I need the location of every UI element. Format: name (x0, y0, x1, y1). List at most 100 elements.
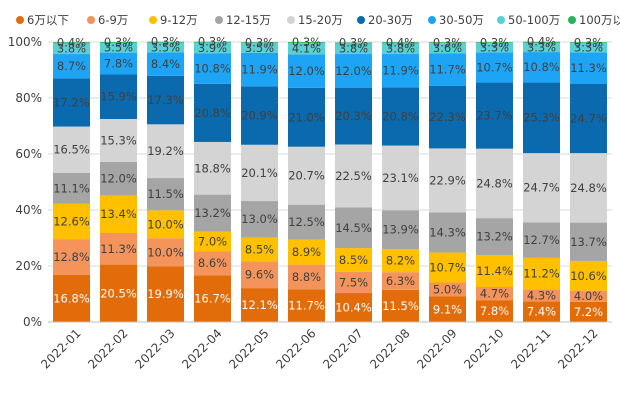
data-label: 3.3% (480, 41, 509, 55)
bar-segment (429, 43, 466, 54)
data-label: 11.9% (241, 63, 278, 77)
bar-segment (523, 289, 560, 302)
legend-marker (428, 16, 436, 24)
data-label: 18.8% (194, 161, 231, 175)
data-label: 20.1% (241, 166, 278, 180)
data-label: 17.2% (53, 95, 90, 109)
legend-label: 20-30万 (368, 13, 413, 27)
data-label: 16.8% (53, 291, 90, 305)
bar-segment (147, 238, 184, 267)
x-tick-label: 2022-12 (555, 326, 600, 371)
bar-segment (335, 248, 372, 272)
bar-segment (288, 264, 325, 290)
data-label: 3.8% (339, 42, 368, 56)
data-label: 10.8% (194, 62, 231, 76)
data-label: 9.1% (433, 302, 462, 316)
legend-marker (357, 16, 365, 24)
data-label: 3.3% (574, 41, 603, 55)
bar-segment (147, 210, 184, 239)
data-label: 11.9% (382, 64, 419, 78)
data-label: 14.5% (335, 221, 372, 235)
bar-segment (194, 42, 231, 54)
data-label: 22.5% (335, 169, 372, 183)
data-label: 25.3% (523, 111, 560, 125)
bar-segment (476, 287, 513, 301)
x-tick-label: 2022-08 (367, 326, 412, 371)
x-tick-label: 2022-03 (132, 326, 177, 371)
bar-segment (429, 53, 466, 86)
legend-label: 6万以下 (27, 13, 69, 27)
data-label: 0.3% (480, 35, 509, 49)
x-tick-label: 2022-11 (508, 326, 553, 371)
data-label: 11.2% (523, 267, 560, 281)
bar-segment (100, 264, 137, 322)
bar-segment (570, 301, 607, 322)
legend-marker (149, 16, 157, 24)
bar-segment (429, 296, 466, 322)
data-label: 24.7% (523, 181, 560, 195)
data-label: 0.4% (386, 35, 415, 49)
bar-segment (147, 41, 184, 43)
x-tick-label: 2022-10 (461, 326, 506, 371)
bar-segment (241, 288, 278, 322)
bar-segment (288, 204, 325, 240)
bar-segment (382, 87, 419, 146)
bar-segment (335, 43, 372, 55)
bar-segment (335, 292, 372, 322)
bar-segment (53, 54, 90, 79)
bar-segment (241, 52, 278, 87)
data-label: 10.0% (147, 245, 184, 259)
data-label: 17.3% (147, 93, 184, 107)
data-label: 20.3% (335, 109, 372, 123)
bar-segment (241, 237, 278, 262)
data-label: 20.5% (100, 286, 137, 300)
data-label: 24.8% (476, 176, 513, 190)
bar-segment (523, 82, 560, 154)
bar-segment (288, 239, 325, 265)
bar-segment (194, 83, 231, 142)
data-label: 23.1% (382, 171, 419, 185)
x-tick-label: 2022-01 (38, 326, 83, 371)
y-axis: 0% 20% 40% 60% 80% 100% (8, 35, 42, 329)
bar-segment (241, 261, 278, 289)
data-label: 5.0% (433, 283, 462, 297)
bar-segment (570, 52, 607, 84)
bar-segment (523, 153, 560, 223)
data-label: 16.5% (53, 143, 90, 157)
bar-segment (382, 42, 419, 44)
bar-segment (476, 255, 513, 287)
data-label: 12.7% (523, 233, 560, 247)
data-label: 12.0% (288, 64, 325, 78)
data-label: 10.7% (476, 60, 513, 74)
bar-segment (100, 52, 137, 75)
bar-segment (570, 43, 607, 53)
bar-segment (53, 172, 90, 204)
bar-segment (53, 126, 90, 173)
data-label: 22.9% (429, 173, 466, 187)
data-label: 13.2% (476, 230, 513, 244)
data-label: 11.7% (288, 299, 325, 313)
bar-segment (382, 210, 419, 250)
bar-segment (288, 42, 325, 43)
y-tick-label: 60% (15, 147, 42, 161)
bar-segment (100, 195, 137, 233)
bar-segment (147, 266, 184, 322)
data-label: 19.9% (147, 287, 184, 301)
data-label: 13.7% (570, 235, 607, 249)
data-label: 8.5% (245, 242, 274, 256)
data-label: 21.0% (288, 110, 325, 124)
data-label: 11.1% (53, 181, 90, 195)
legend-marker (16, 16, 24, 24)
data-label: 24.8% (570, 181, 607, 195)
data-label: 7.8% (480, 304, 509, 318)
bar-segment (241, 144, 278, 202)
data-label: 3.8% (57, 42, 86, 56)
data-label: 4.1% (292, 42, 321, 56)
data-label: 10.6% (570, 269, 607, 283)
data-label: 7.8% (104, 57, 133, 71)
bar-segment (147, 52, 184, 76)
data-label: 0.3% (245, 35, 274, 49)
bar-segment (570, 222, 607, 261)
data-label: 7.0% (198, 234, 227, 248)
